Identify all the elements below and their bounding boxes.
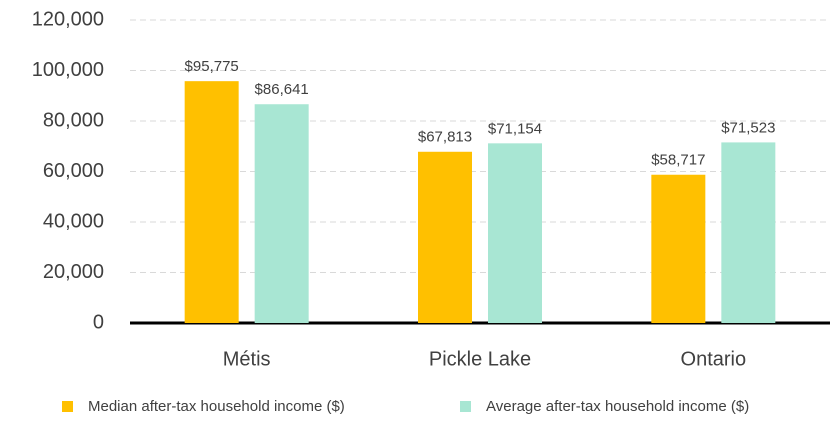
y-tick-label: 0 bbox=[93, 311, 104, 333]
data-label: $58,717 bbox=[651, 152, 705, 169]
y-tick-label: 40,000 bbox=[43, 210, 104, 232]
data-label: $86,641 bbox=[255, 81, 309, 98]
y-tick-label: 80,000 bbox=[43, 109, 104, 131]
data-label: $71,523 bbox=[721, 119, 775, 136]
bar bbox=[488, 143, 542, 323]
y-tick-label: 20,000 bbox=[43, 261, 104, 283]
legend-swatch bbox=[62, 401, 73, 412]
legend-label: Median after-tax household income ($) bbox=[88, 398, 345, 415]
data-label: $71,154 bbox=[488, 120, 542, 137]
data-label: $95,775 bbox=[185, 58, 239, 75]
x-tick-label: Ontario bbox=[681, 348, 747, 370]
legend-label: Average after-tax household income ($) bbox=[486, 398, 749, 415]
bar bbox=[184, 81, 239, 323]
x-tick-label: Pickle Lake bbox=[429, 348, 531, 370]
y-tick-label: 100,000 bbox=[32, 59, 104, 81]
legend-swatch bbox=[460, 401, 471, 412]
bar bbox=[418, 151, 472, 323]
data-label: $67,813 bbox=[418, 129, 472, 146]
bar bbox=[254, 104, 309, 323]
y-tick-label: 60,000 bbox=[43, 160, 104, 182]
x-tick-label: Métis bbox=[223, 348, 271, 370]
y-tick-label: 120,000 bbox=[32, 8, 104, 30]
bar bbox=[651, 174, 706, 323]
bar bbox=[721, 142, 776, 323]
